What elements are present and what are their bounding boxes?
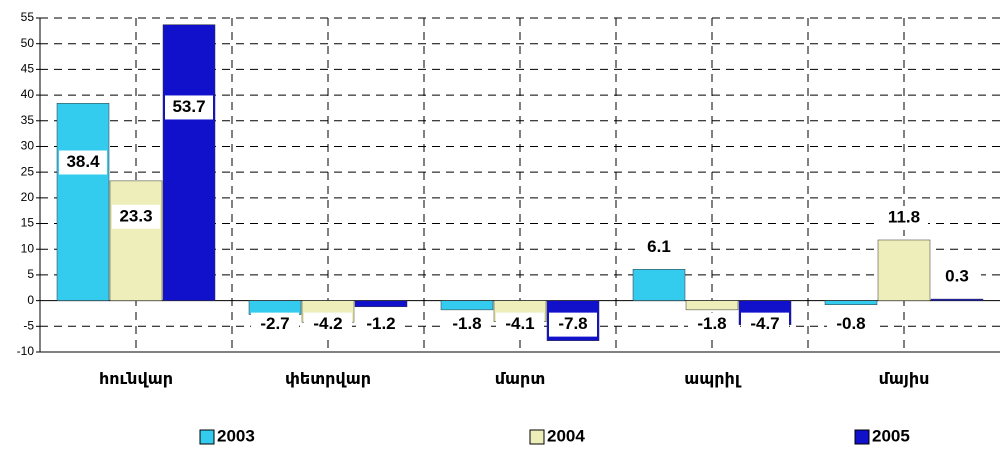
x-tick-label: ապրիլ bbox=[684, 371, 742, 388]
value-label: -4.1 bbox=[505, 314, 534, 333]
bar bbox=[632, 269, 686, 301]
bar bbox=[824, 300, 878, 305]
x-tick-label: փետրվար bbox=[285, 371, 371, 388]
value-label-box bbox=[688, 312, 736, 337]
value-label-box bbox=[496, 312, 544, 337]
value-label-box bbox=[251, 312, 299, 337]
y-tick-label: 45 bbox=[21, 62, 35, 76]
y-tick-label: -10 bbox=[17, 344, 35, 358]
value-label: 6.1 bbox=[647, 237, 671, 256]
y-tick-label: 15 bbox=[21, 216, 35, 230]
value-label: 23.3 bbox=[119, 206, 152, 225]
bar bbox=[162, 24, 216, 301]
bar bbox=[930, 298, 984, 301]
value-label: -4.7 bbox=[750, 314, 779, 333]
bar bbox=[56, 103, 110, 301]
value-label-box bbox=[933, 265, 981, 290]
value-label: -0.8 bbox=[836, 314, 865, 333]
bar bbox=[109, 180, 163, 301]
value-label-box bbox=[304, 312, 352, 337]
value-label-box bbox=[741, 312, 789, 337]
y-tick-label: 25 bbox=[21, 164, 35, 178]
value-label: 11.8 bbox=[888, 207, 920, 226]
value-label-box bbox=[443, 312, 491, 337]
value-label-box bbox=[880, 205, 928, 230]
x-tick-label: մայիս bbox=[879, 371, 930, 388]
y-tick-label: 35 bbox=[21, 113, 35, 127]
value-label: -1.2 bbox=[366, 314, 395, 333]
value-label: -7.8 bbox=[558, 314, 587, 333]
y-tick-label: -5 bbox=[23, 318, 34, 332]
value-label-box bbox=[827, 312, 875, 337]
legend-label: 2004 bbox=[547, 426, 585, 445]
bar bbox=[685, 300, 739, 311]
x-tick-label: հունվար bbox=[99, 371, 173, 388]
bar bbox=[354, 300, 408, 308]
value-label-box bbox=[165, 95, 213, 120]
y-tick-label: 40 bbox=[21, 87, 35, 101]
value-label: 0.3 bbox=[945, 267, 969, 286]
y-tick-label: 50 bbox=[21, 36, 35, 50]
value-label: -4.2 bbox=[313, 314, 342, 333]
legend-label: 2003 bbox=[217, 426, 255, 445]
value-label-box bbox=[357, 312, 405, 337]
value-label: 38.4 bbox=[66, 152, 100, 171]
bar bbox=[440, 300, 494, 311]
value-label: -1.8 bbox=[697, 314, 726, 333]
value-label-box bbox=[112, 204, 160, 229]
x-tick-label: մարտ bbox=[495, 371, 546, 388]
value-label: 53.7 bbox=[172, 97, 205, 116]
value-label-box bbox=[549, 312, 597, 337]
bar bbox=[248, 300, 302, 315]
legend-swatch bbox=[854, 429, 870, 445]
bar bbox=[877, 239, 931, 301]
y-tick-label: 20 bbox=[21, 190, 35, 204]
y-tick-label: 30 bbox=[21, 139, 35, 153]
y-tick-label: 5 bbox=[27, 267, 34, 281]
y-tick-label: 0 bbox=[27, 293, 34, 307]
value-label-box bbox=[59, 150, 107, 175]
y-tick-label: 10 bbox=[21, 241, 35, 255]
y-tick-label: 55 bbox=[21, 10, 35, 24]
value-label: -2.7 bbox=[260, 314, 289, 333]
legend-swatch bbox=[529, 429, 545, 445]
value-label-box bbox=[635, 235, 683, 260]
legend-swatch bbox=[199, 429, 215, 445]
value-label: -1.8 bbox=[452, 314, 481, 333]
legend-label: 2005 bbox=[872, 426, 910, 445]
